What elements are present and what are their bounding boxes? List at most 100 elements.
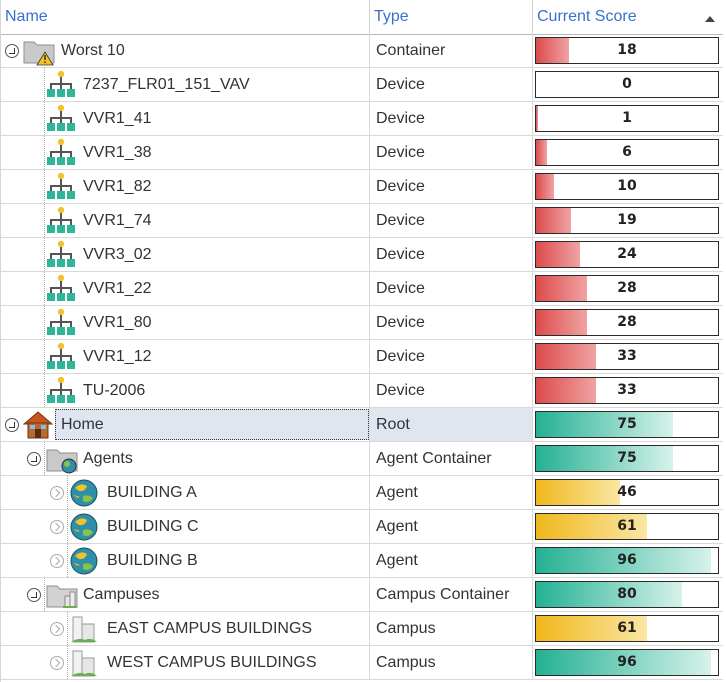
tree-row[interactable]: VVR1_38 Device 6 (1, 136, 723, 170)
name-cell[interactable]: VVR1_38 (1, 136, 370, 169)
tree-row[interactable]: VVR3_02 Device 24 (1, 238, 723, 272)
score-cell: 96 (533, 544, 723, 577)
expand-toggle-icon[interactable] (50, 486, 64, 500)
tree-guide-line (44, 238, 45, 271)
device-tree-icon (46, 206, 76, 236)
collapse-toggle-icon[interactable] (27, 452, 41, 466)
score-value: 1 (622, 110, 632, 126)
device-tree-icon (46, 274, 76, 304)
grid-header: Name Type Current Score (1, 0, 723, 35)
column-header-type[interactable]: Type (370, 0, 533, 34)
score-bar: 46 (535, 479, 719, 506)
name-cell[interactable]: TU-2006 (1, 374, 370, 407)
tree-row[interactable]: EAST CAMPUS BUILDINGS Campus 61 (1, 612, 723, 646)
sort-ascending-icon[interactable] (705, 16, 715, 22)
type-cell: Device (370, 306, 533, 339)
score-value: 33 (617, 382, 637, 398)
campus-icon (69, 648, 99, 678)
score-bar: 96 (535, 547, 719, 574)
type-cell: Agent (370, 510, 533, 543)
tree-row[interactable]: VVR1_80 Device 28 (1, 306, 723, 340)
type-cell: Agent (370, 476, 533, 509)
name-cell[interactable]: Agents (1, 442, 370, 475)
tree-guide-line (44, 442, 45, 475)
selection-highlight (55, 409, 369, 440)
collapse-toggle-icon[interactable] (5, 44, 19, 58)
name-cell[interactable]: Worst 10 (1, 34, 370, 67)
score-cell: 61 (533, 612, 723, 645)
score-value: 75 (617, 416, 637, 432)
tree-row[interactable]: WEST CAMPUS BUILDINGS Campus 96 (1, 646, 723, 680)
tree-guide-line (67, 612, 68, 645)
score-bar: 0 (535, 71, 719, 98)
tree-row[interactable]: Campuses Campus Container 80 (1, 578, 723, 612)
name-cell[interactable]: Home (1, 408, 370, 441)
expand-toggle-icon[interactable] (50, 554, 64, 568)
type-cell: Device (370, 272, 533, 305)
tree-row[interactable]: VVR1_22 Device 28 (1, 272, 723, 306)
collapse-toggle-icon[interactable] (5, 418, 19, 432)
name-cell[interactable]: VVR1_41 (1, 102, 370, 135)
score-cell: 80 (533, 578, 723, 611)
type-cell: Agent (370, 544, 533, 577)
score-bar: 28 (535, 309, 719, 336)
globe-icon (69, 478, 99, 508)
tree-row[interactable]: Agents Agent Container 75 (1, 442, 723, 476)
tree-row[interactable]: Home Root 75 (1, 408, 723, 442)
score-bar-fill (536, 242, 580, 267)
row-name-label: Campuses (83, 586, 160, 603)
name-cell[interactable]: BUILDING C (1, 510, 370, 543)
score-bar-fill (536, 582, 682, 607)
score-value: 10 (617, 178, 637, 194)
name-cell[interactable]: VVR1_74 (1, 204, 370, 237)
score-cell: 96 (533, 646, 723, 679)
name-cell[interactable]: VVR1_82 (1, 170, 370, 203)
score-value: 80 (617, 586, 637, 602)
tree-guide-line (44, 374, 45, 407)
collapse-toggle-icon[interactable] (27, 588, 41, 602)
name-cell[interactable]: BUILDING B (1, 544, 370, 577)
expand-toggle-icon[interactable] (50, 656, 64, 670)
score-bar-fill (536, 310, 587, 335)
column-header-current-score[interactable]: Current Score (533, 0, 723, 34)
score-cell: 61 (533, 510, 723, 543)
tree-guide-line (44, 272, 45, 305)
tree-guide-line (67, 544, 68, 577)
column-header-name[interactable]: Name (1, 0, 370, 34)
type-cell: Device (370, 170, 533, 203)
device-tree-icon (46, 70, 76, 100)
tree-row[interactable]: VVR1_82 Device 10 (1, 170, 723, 204)
globe-icon (69, 512, 99, 542)
score-value: 96 (617, 654, 637, 670)
name-cell[interactable]: EAST CAMPUS BUILDINGS (1, 612, 370, 645)
tree-row[interactable]: Worst 10 Container 18 (1, 34, 723, 68)
row-name-label: TU-2006 (83, 382, 146, 399)
score-bar: 96 (535, 649, 719, 676)
tree-row[interactable]: BUILDING A Agent 46 (1, 476, 723, 510)
expand-toggle-icon[interactable] (50, 622, 64, 636)
tree-row[interactable]: TU-2006 Device 33 (1, 374, 723, 408)
tree-row[interactable]: VVR1_41 Device 1 (1, 102, 723, 136)
name-cell[interactable]: BUILDING A (1, 476, 370, 509)
tree-row[interactable]: VVR1_74 Device 19 (1, 204, 723, 238)
tree-row[interactable]: BUILDING C Agent 61 (1, 510, 723, 544)
score-cell: 0 (533, 68, 723, 101)
name-cell[interactable]: Campuses (1, 578, 370, 611)
name-cell[interactable]: VVR1_22 (1, 272, 370, 305)
score-cell: 19 (533, 204, 723, 237)
tree-row[interactable]: VVR1_12 Device 33 (1, 340, 723, 374)
name-cell[interactable]: WEST CAMPUS BUILDINGS (1, 646, 370, 679)
tree-row[interactable]: BUILDING B Agent 96 (1, 544, 723, 578)
name-cell[interactable]: VVR3_02 (1, 238, 370, 271)
name-cell[interactable]: VVR1_12 (1, 340, 370, 373)
score-cell: 33 (533, 374, 723, 407)
tree-guide-line (44, 102, 45, 135)
tree-row[interactable]: 7237_FLR01_151_VAV Device 0 (1, 68, 723, 102)
row-name-label: Worst 10 (61, 42, 125, 59)
name-cell[interactable]: 7237_FLR01_151_VAV (1, 68, 370, 101)
name-cell[interactable]: VVR1_80 (1, 306, 370, 339)
column-header-score-label: Current Score (537, 8, 637, 25)
score-bar: 18 (535, 37, 719, 64)
expand-toggle-icon[interactable] (50, 520, 64, 534)
